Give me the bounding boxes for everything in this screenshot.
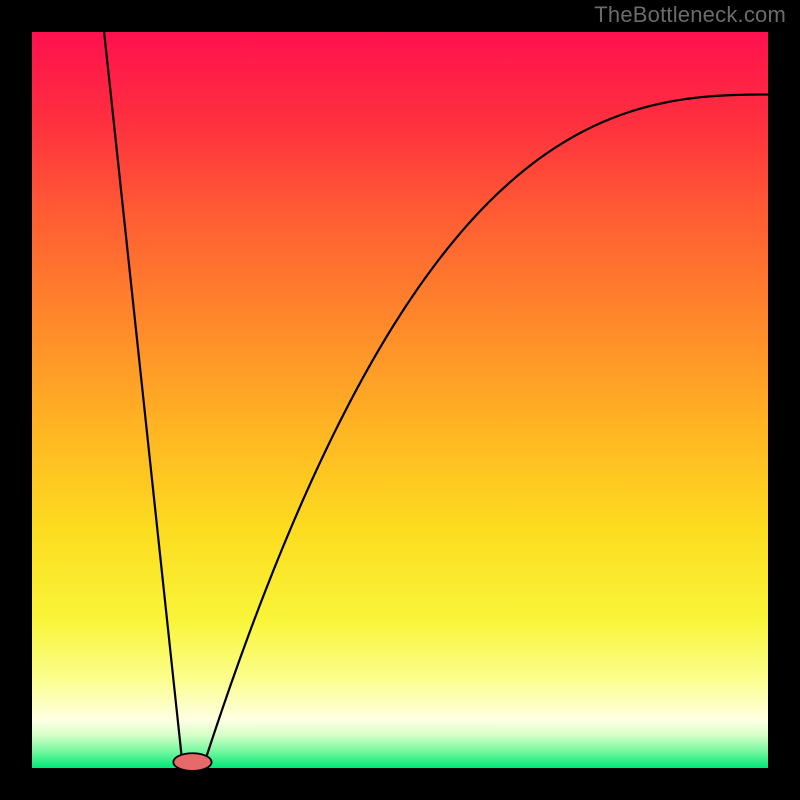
watermark-text: TheBottleneck.com <box>594 2 786 28</box>
bottleneck-chart <box>0 0 800 800</box>
chart-container: TheBottleneck.com <box>0 0 800 800</box>
optimal-marker <box>173 753 211 771</box>
